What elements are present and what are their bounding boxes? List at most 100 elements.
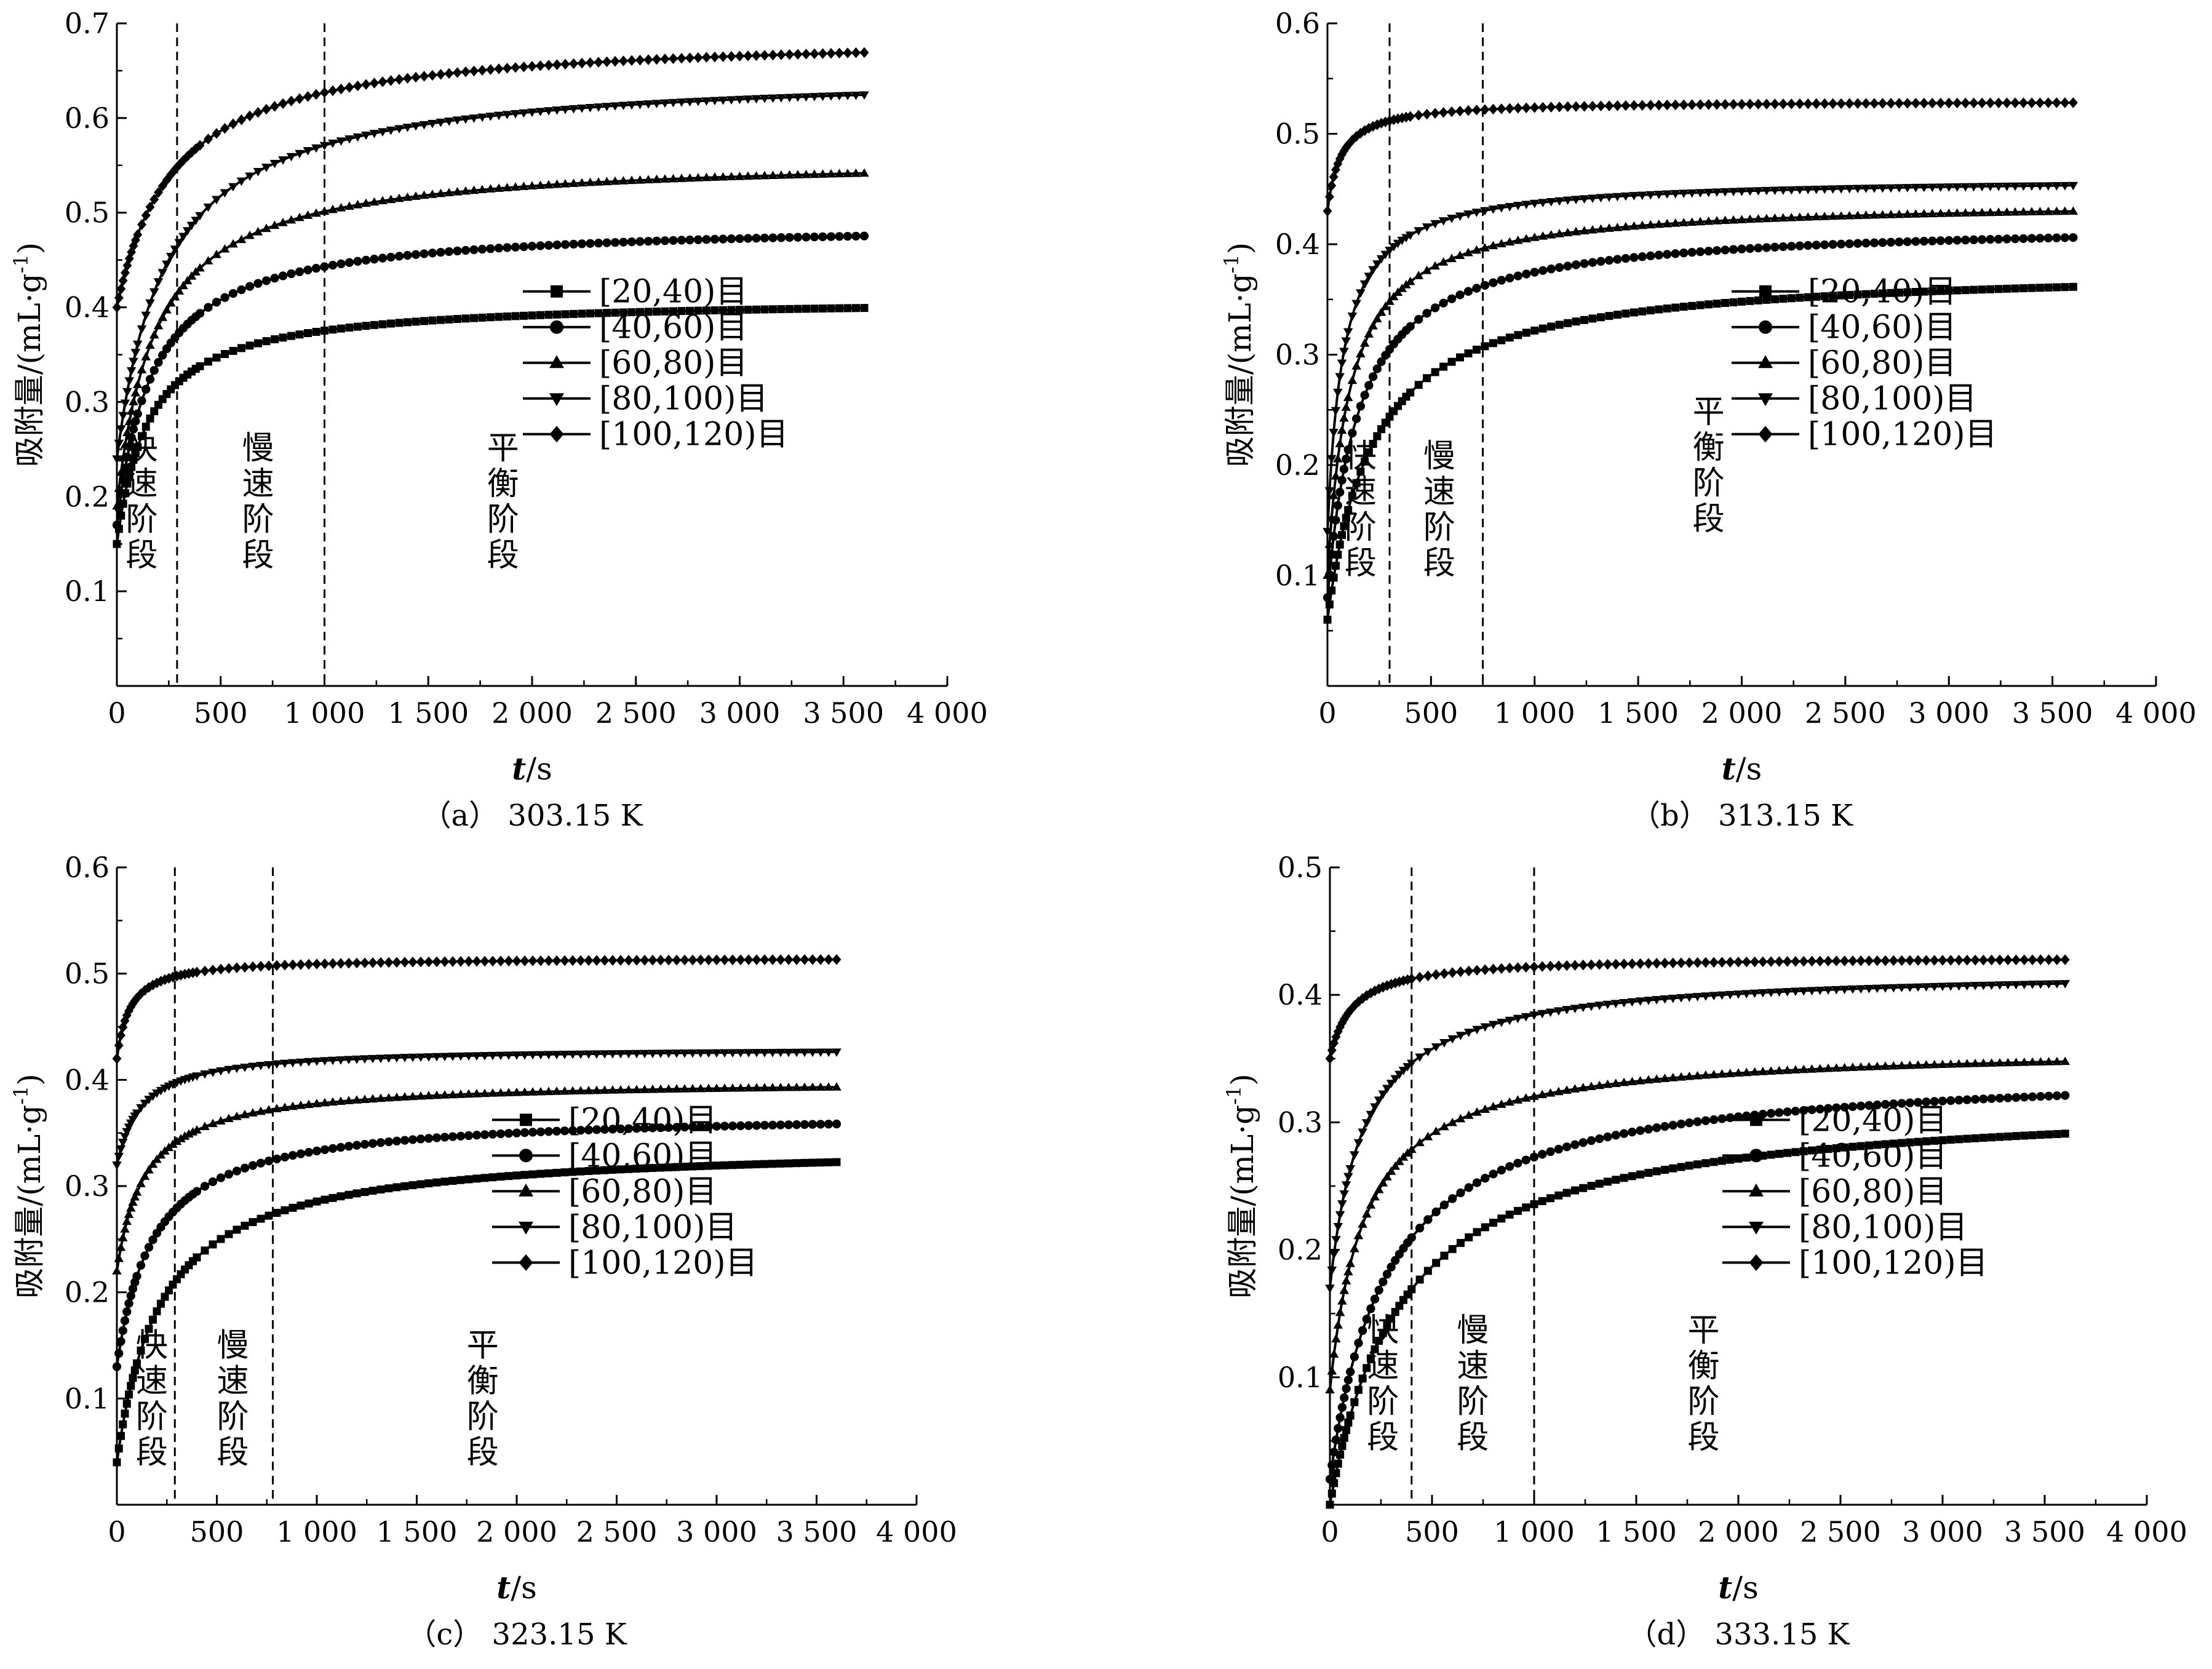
data-point bbox=[644, 308, 653, 316]
data-point bbox=[344, 1190, 353, 1199]
data-point bbox=[1554, 1144, 1563, 1154]
series-1 bbox=[113, 1158, 841, 1467]
data-point bbox=[1329, 429, 1339, 437]
data-point bbox=[245, 282, 255, 291]
data-point bbox=[608, 1166, 617, 1174]
data-point bbox=[2035, 1057, 2046, 1066]
data-point bbox=[124, 416, 135, 425]
legend-entry: [100,120)目 bbox=[523, 416, 789, 453]
data-point bbox=[1820, 185, 1829, 194]
data-point bbox=[1795, 98, 1805, 110]
legend-label: [20,40)目 bbox=[1808, 274, 1956, 311]
data-point bbox=[472, 1174, 481, 1183]
data-point bbox=[1364, 381, 1374, 390]
data-point bbox=[1358, 1219, 1367, 1228]
panel-caption: （b） 313.15 K bbox=[1631, 799, 1853, 833]
x-tick-label: 3 000 bbox=[1908, 696, 1989, 730]
data-point bbox=[262, 337, 271, 346]
data-point bbox=[1594, 1002, 1605, 1010]
data-point bbox=[1350, 1243, 1359, 1253]
data-point bbox=[1341, 1276, 1351, 1285]
data-point bbox=[1497, 204, 1506, 213]
data-point bbox=[133, 229, 143, 241]
data-point bbox=[768, 1083, 778, 1091]
data-point bbox=[303, 91, 312, 102]
data-point bbox=[1794, 212, 1805, 221]
data-point bbox=[116, 1337, 125, 1346]
data-point bbox=[712, 1049, 722, 1058]
data-point bbox=[452, 187, 463, 196]
data-point bbox=[1376, 255, 1386, 264]
x-tick-label: 2 500 bbox=[595, 696, 677, 730]
data-point bbox=[1794, 186, 1805, 195]
data-point bbox=[1423, 1215, 1433, 1224]
data-point bbox=[1877, 210, 1888, 219]
y-tick-label: 0.3 bbox=[65, 385, 109, 418]
data-point bbox=[287, 95, 296, 107]
data-point bbox=[1390, 1161, 1401, 1170]
data-point bbox=[1347, 375, 1358, 384]
data-point bbox=[1954, 955, 1964, 966]
legend-entry: [20,40)目 bbox=[1732, 274, 1956, 311]
data-point bbox=[408, 1091, 418, 1101]
data-point bbox=[1869, 210, 1879, 219]
data-point bbox=[1455, 1113, 1466, 1123]
data-point bbox=[1604, 223, 1614, 232]
data-point bbox=[1463, 105, 1473, 116]
data-point bbox=[361, 131, 371, 140]
data-point bbox=[1375, 1337, 1383, 1345]
data-point bbox=[1339, 1013, 1349, 1025]
data-point bbox=[1815, 955, 1825, 967]
data-point bbox=[1359, 338, 1370, 347]
data-point bbox=[1799, 1105, 1808, 1115]
data-point bbox=[360, 1094, 370, 1103]
data-point bbox=[1489, 1169, 1498, 1179]
data-point bbox=[1399, 975, 1408, 986]
data-point bbox=[1994, 207, 2003, 216]
data-point bbox=[1877, 184, 1888, 193]
data-point bbox=[1969, 235, 1978, 244]
data-point bbox=[1960, 183, 1970, 192]
data-point bbox=[1803, 186, 1813, 194]
data-point bbox=[445, 315, 453, 324]
data-point bbox=[2035, 954, 2045, 965]
data-point bbox=[1356, 127, 1366, 139]
data-point bbox=[1750, 956, 1760, 968]
data-point bbox=[485, 184, 496, 193]
series-4 bbox=[112, 1048, 841, 1170]
data-point bbox=[1361, 1119, 1372, 1128]
data-point bbox=[286, 215, 296, 224]
data-point bbox=[680, 1084, 690, 1093]
data-point bbox=[2043, 206, 2053, 215]
data-point bbox=[1562, 1085, 1572, 1094]
data-point bbox=[743, 171, 753, 180]
data-point bbox=[344, 1142, 354, 1151]
stage-label-char: 阶 bbox=[217, 1398, 249, 1435]
data-point bbox=[119, 1420, 127, 1428]
data-point bbox=[1473, 1228, 1481, 1237]
data-point bbox=[1414, 381, 1423, 389]
data-point bbox=[2060, 206, 2070, 215]
data-point bbox=[1894, 184, 1904, 193]
data-point bbox=[686, 306, 694, 315]
data-point bbox=[411, 122, 421, 131]
stage-label-char: 段 bbox=[487, 537, 519, 574]
data-point bbox=[511, 110, 520, 119]
data-point bbox=[768, 170, 778, 180]
x-axis-label: t/s bbox=[1722, 751, 1762, 787]
data-point bbox=[608, 1125, 618, 1134]
data-point bbox=[1388, 243, 1399, 252]
data-point bbox=[568, 1050, 578, 1059]
data-point bbox=[586, 239, 595, 248]
data-point bbox=[1447, 967, 1457, 978]
data-point bbox=[436, 188, 446, 197]
data-point bbox=[1733, 990, 1743, 999]
x-tick-label: 0 bbox=[108, 696, 125, 730]
data-point bbox=[436, 118, 446, 127]
data-point bbox=[1588, 258, 1597, 267]
data-point bbox=[1985, 207, 1995, 217]
data-point bbox=[1986, 1058, 1997, 1067]
data-point bbox=[1333, 1320, 1343, 1329]
data-point bbox=[408, 1135, 418, 1144]
data-point bbox=[1720, 188, 1730, 197]
